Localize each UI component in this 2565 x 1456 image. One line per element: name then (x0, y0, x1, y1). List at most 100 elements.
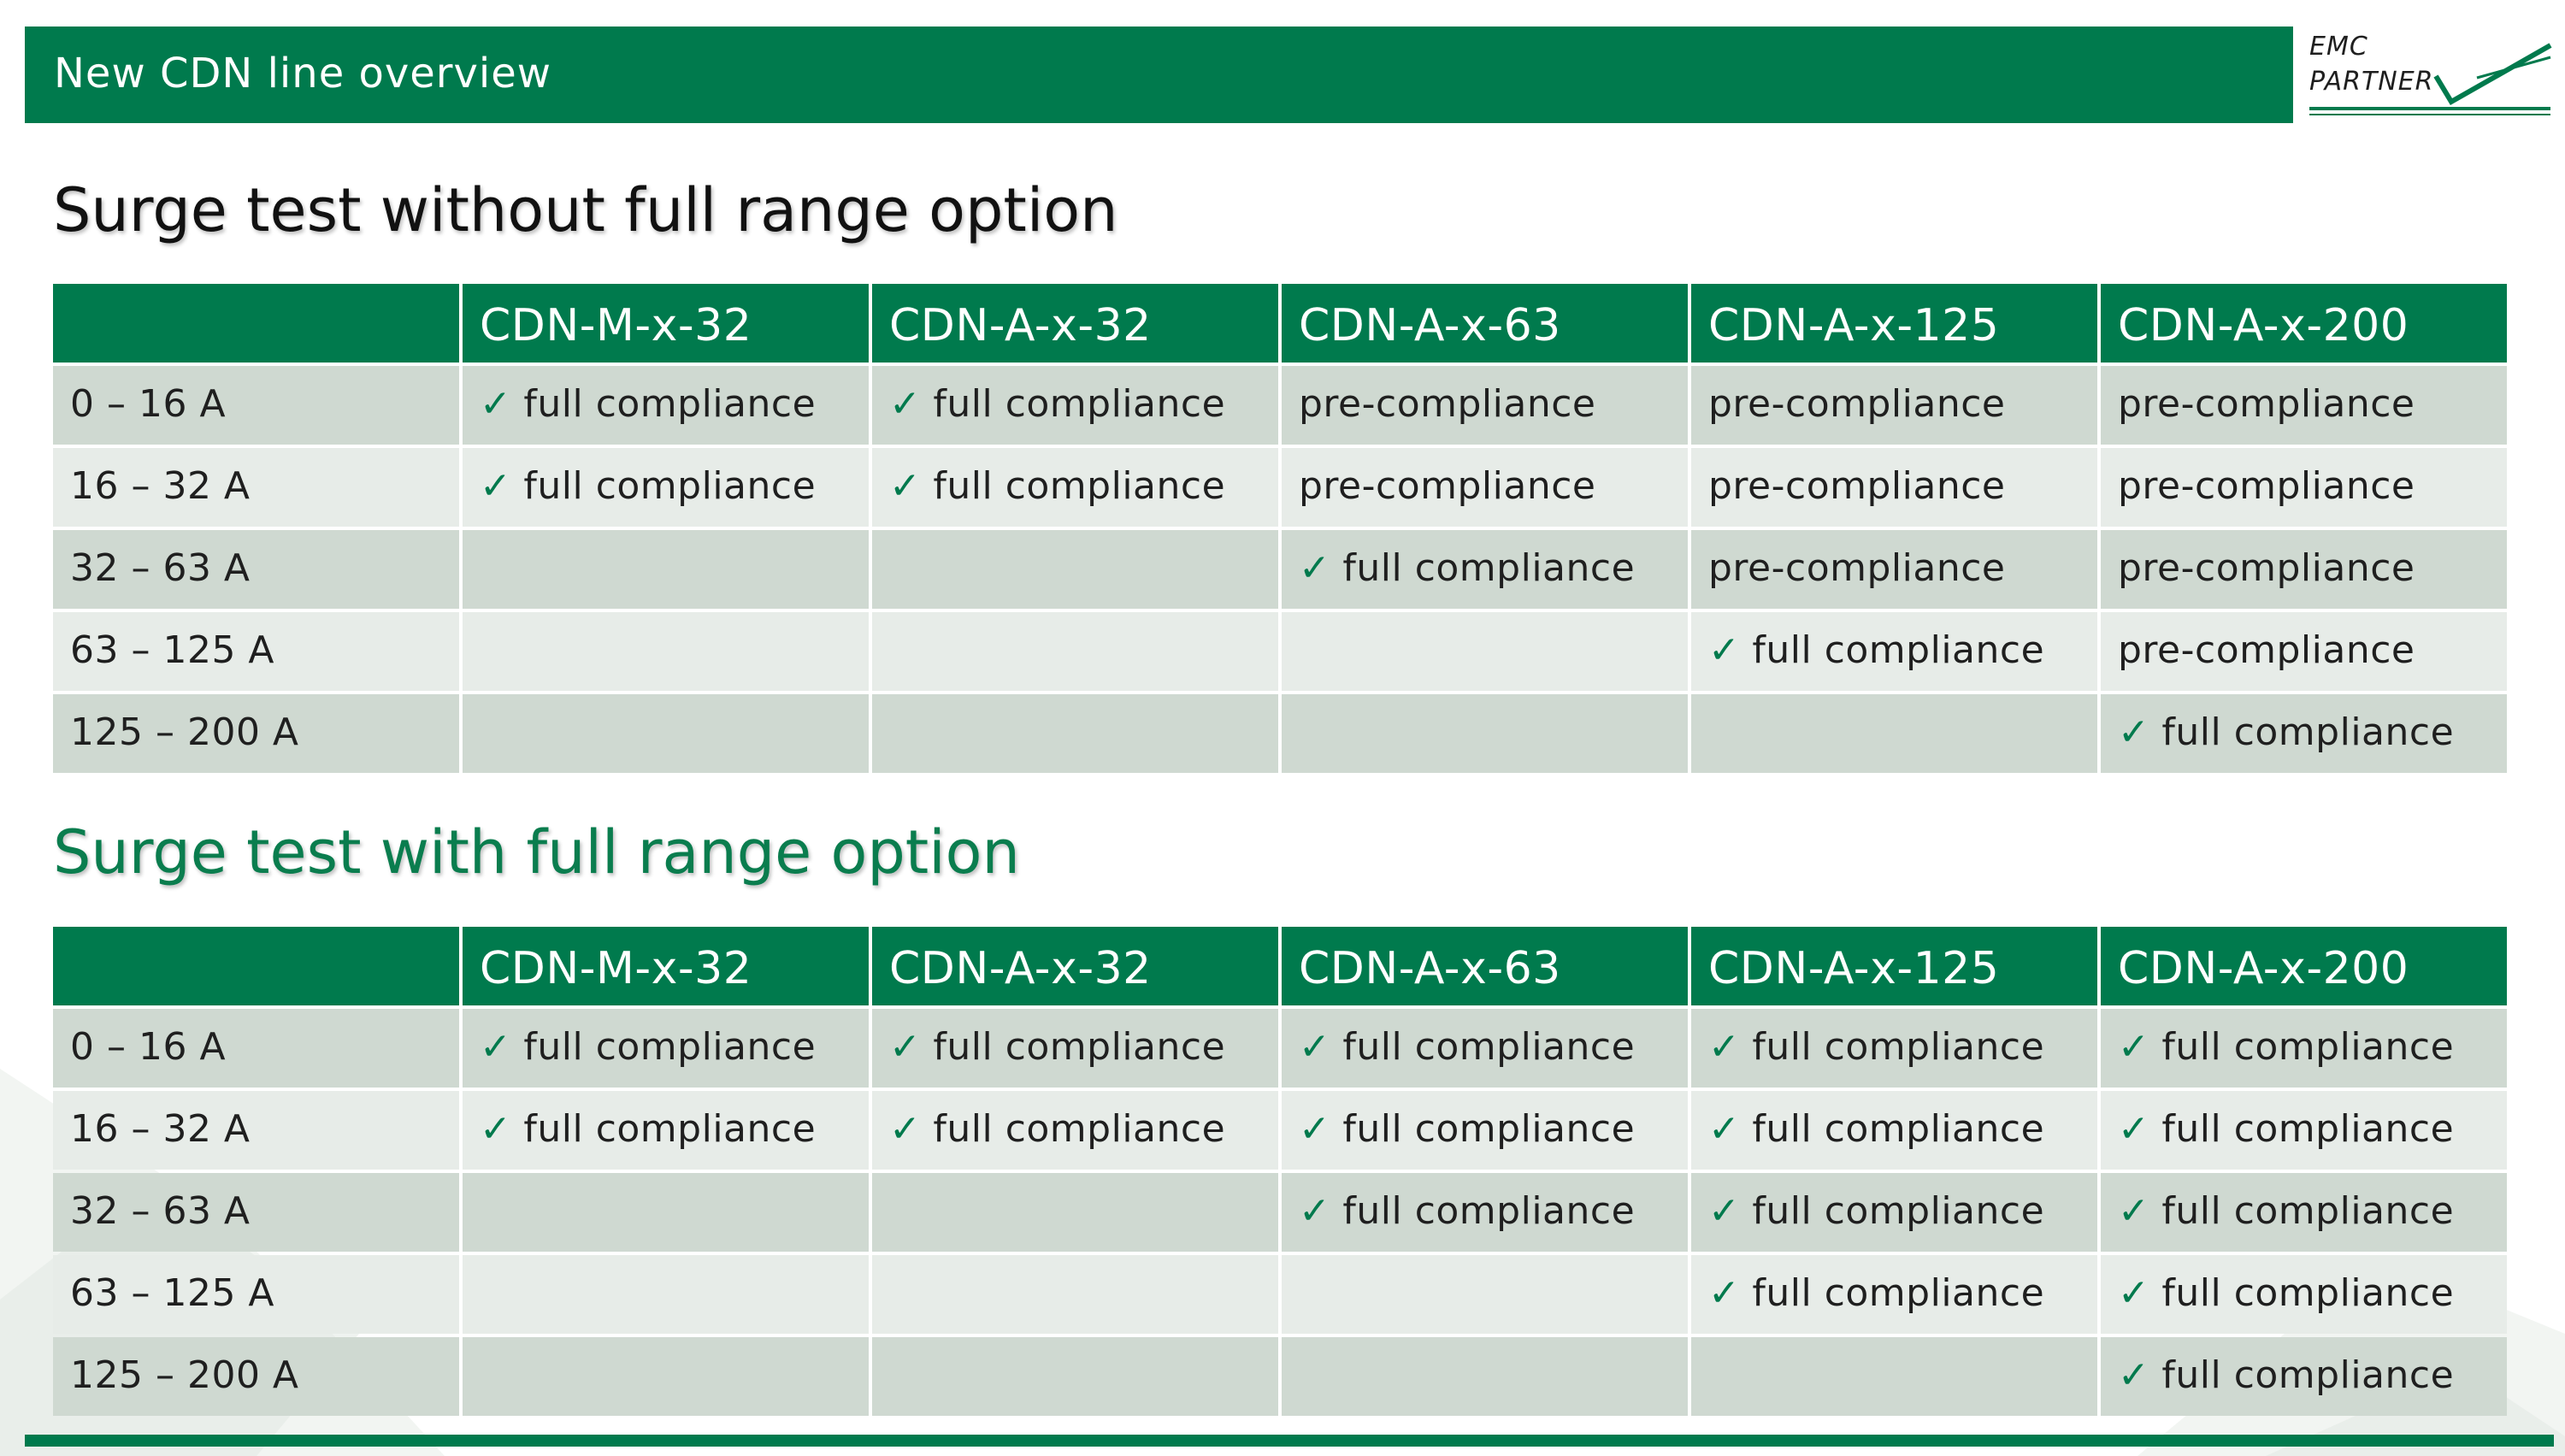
compliance-cell: pre-compliance (2101, 530, 2507, 609)
compliance-table-without-full-range: CDN-M-x-32 CDN-A-x-32 CDN-A-x-63 CDN-A-x-12… (50, 280, 2510, 776)
check-icon: ✓ (1299, 1188, 1331, 1233)
column-header: CDN-A-x-125 (1691, 284, 2097, 363)
compliance-cell: ✓ full compliance (1691, 1091, 2097, 1170)
compliance-cell: pre-compliance (1691, 366, 2097, 445)
emc-partner-logo: EMC PARTNER (2306, 27, 2554, 123)
logo-text-emc: EMC (2309, 32, 2368, 62)
table-row: 63 – 125 A ✓ full compliance ✓ full complian… (53, 1255, 2507, 1334)
compliance-text: pre-compliance (2118, 545, 2415, 590)
column-header: CDN-A-x-125 (1691, 927, 2097, 1005)
check-icon: ✓ (1708, 1106, 1741, 1151)
compliance-text: full compliance (523, 1024, 817, 1069)
compliance-cell (1282, 694, 1688, 773)
compliance-cell: ✓ full compliance (872, 1009, 1278, 1088)
current-range-label: 63 – 125 A (53, 612, 459, 691)
compliance-cell: pre-compliance (2101, 612, 2507, 691)
column-header: CDN-A-x-63 (1282, 927, 1688, 1005)
current-range-label: 0 – 16 A (53, 366, 459, 445)
compliance-cell: ✓ full compliance (1282, 1173, 1688, 1252)
column-header: CDN-A-x-32 (872, 284, 1278, 363)
compliance-cell: ✓ full compliance (463, 1009, 869, 1088)
check-icon: ✓ (2118, 1188, 2150, 1233)
check-icon: ✓ (889, 463, 922, 508)
compliance-cell: ✓ full compliance (1691, 1009, 2097, 1088)
check-icon: ✓ (2118, 1353, 2150, 1397)
compliance-cell: pre-compliance (2101, 366, 2507, 445)
compliance-cell: pre-compliance (1282, 448, 1688, 527)
compliance-cell: ✓ full compliance (872, 448, 1278, 527)
compliance-text: pre-compliance (1708, 463, 2006, 508)
header-cell-range (53, 284, 459, 363)
compliance-text: full compliance (2161, 1270, 2455, 1315)
compliance-cell: ✓ full compliance (2101, 1091, 2507, 1170)
compliance-cell (463, 694, 869, 773)
compliance-text: full compliance (523, 381, 817, 426)
compliance-cell: pre-compliance (2101, 448, 2507, 527)
check-icon: ✓ (2118, 710, 2150, 754)
compliance-text: full compliance (933, 1024, 1226, 1069)
section-heading-without-full-range: Surge test without full range option (53, 175, 1118, 245)
compliance-text: full compliance (933, 381, 1226, 426)
compliance-cell (1282, 1337, 1688, 1416)
compliance-cell (872, 1255, 1278, 1334)
column-header: CDN-A-x-200 (2101, 927, 2507, 1005)
compliance-text: pre-compliance (2118, 381, 2415, 426)
current-range-label: 16 – 32 A (53, 448, 459, 527)
compliance-cell: ✓ full compliance (1282, 1091, 1688, 1170)
compliance-text: full compliance (2161, 1188, 2455, 1233)
compliance-cell: ✓ full compliance (2101, 694, 2507, 773)
compliance-cell: pre-compliance (1691, 530, 2097, 609)
compliance-text: full compliance (1342, 1106, 1636, 1151)
section-heading-with-full-range: Surge test with full range option (53, 817, 1020, 887)
compliance-cell: ✓ full compliance (2101, 1337, 2507, 1416)
compliance-text: full compliance (2161, 1106, 2455, 1151)
current-range-label: 32 – 63 A (53, 530, 459, 609)
check-icon: ✓ (1708, 1188, 1741, 1233)
compliance-table-with-full-range: CDN-M-x-32 CDN-A-x-32 CDN-A-x-63 CDN-A-x-12… (50, 923, 2510, 1419)
compliance-cell: ✓ full compliance (2101, 1009, 2507, 1088)
table-row: 32 – 63 A ✓ full compliance pre-compliance p… (53, 530, 2507, 609)
compliance-cell: ✓ full compliance (872, 1091, 1278, 1170)
compliance-cell: pre-compliance (1282, 366, 1688, 445)
table-row: 125 – 200 A ✓ full compliance (53, 694, 2507, 773)
current-range-label: 63 – 125 A (53, 1255, 459, 1334)
check-icon: ✓ (1708, 1024, 1741, 1069)
compliance-cell: ✓ full compliance (463, 366, 869, 445)
compliance-cell: ✓ full compliance (872, 366, 1278, 445)
footer-bar (25, 1435, 2554, 1447)
compliance-text: pre-compliance (1299, 381, 1596, 426)
check-icon: ✓ (1708, 628, 1741, 672)
compliance-cell (872, 1337, 1278, 1416)
compliance-cell (1691, 1337, 2097, 1416)
table-row: 125 – 200 A ✓ full compliance (53, 1337, 2507, 1416)
current-range-label: 125 – 200 A (53, 694, 459, 773)
current-range-label: 0 – 16 A (53, 1009, 459, 1088)
table-header-row: CDN-M-x-32 CDN-A-x-32 CDN-A-x-63 CDN-A-x-12… (53, 284, 2507, 363)
compliance-cell: ✓ full compliance (2101, 1173, 2507, 1252)
check-icon: ✓ (1299, 1106, 1331, 1151)
header-cell-range (53, 927, 459, 1005)
check-icon: ✓ (889, 1106, 922, 1151)
compliance-text: full compliance (2161, 1024, 2455, 1069)
column-header: CDN-M-x-32 (463, 927, 869, 1005)
compliance-text: full compliance (1752, 1024, 2045, 1069)
table-row: 16 – 32 A ✓ full compliance ✓ full complianc… (53, 1091, 2507, 1170)
compliance-text: pre-compliance (2118, 463, 2415, 508)
compliance-cell (872, 1173, 1278, 1252)
compliance-text: pre-compliance (1299, 463, 1596, 508)
compliance-cell: ✓ full compliance (1691, 612, 2097, 691)
check-icon: ✓ (1299, 545, 1331, 590)
check-icon: ✓ (889, 1024, 922, 1069)
compliance-cell (1282, 612, 1688, 691)
compliance-cell: ✓ full compliance (1691, 1255, 2097, 1334)
compliance-text: full compliance (933, 1106, 1226, 1151)
column-header: CDN-A-x-32 (872, 927, 1278, 1005)
compliance-cell (1691, 694, 2097, 773)
header-bar: New CDN line overview (25, 27, 2293, 123)
compliance-text: full compliance (2161, 710, 2455, 754)
compliance-text: full compliance (1752, 628, 2045, 672)
column-header: CDN-A-x-63 (1282, 284, 1688, 363)
logo-checkmark-icon (2309, 43, 2552, 115)
check-icon: ✓ (480, 463, 512, 508)
compliance-cell (463, 1255, 869, 1334)
